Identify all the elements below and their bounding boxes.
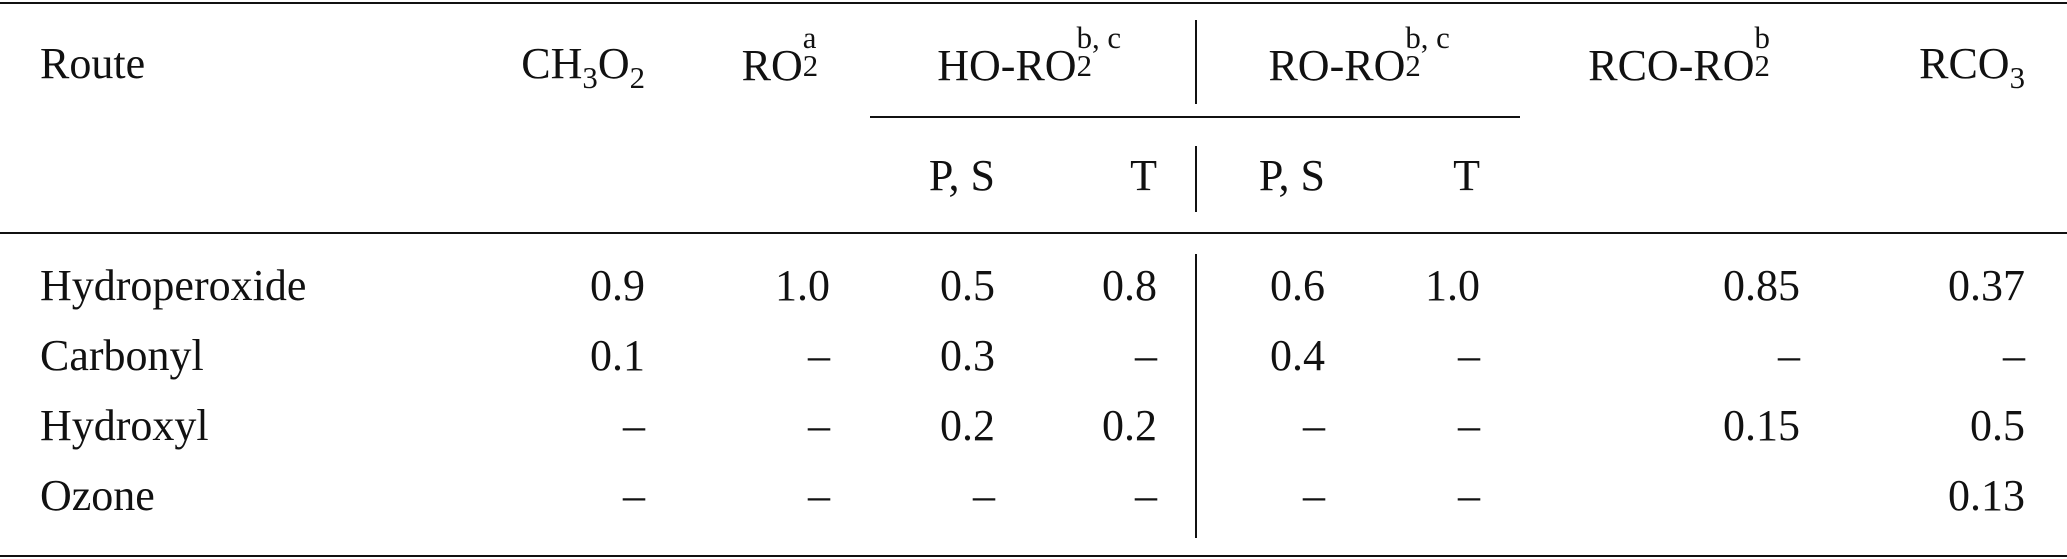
header-ro-ps: P, S bbox=[1258, 151, 1325, 200]
row-rco3-value: – bbox=[2003, 331, 2025, 380]
top-rule bbox=[0, 2, 2067, 4]
header-route: Route bbox=[40, 39, 146, 88]
row-ro-t-value: – bbox=[1458, 401, 1480, 450]
row-ro-ps-value: 0.4 bbox=[1270, 331, 1325, 380]
row-rco-ro2-value: 0.15 bbox=[1723, 401, 1800, 450]
row-route-label: Hydroxyl bbox=[40, 401, 209, 450]
header-ro-t: T bbox=[1453, 151, 1480, 200]
row-rco-ro2-value: 0.85 bbox=[1723, 261, 1800, 310]
row-ro2-value: – bbox=[808, 331, 830, 380]
row-rco3-value: 0.5 bbox=[1970, 401, 2025, 450]
header-bottom-rule bbox=[0, 232, 2067, 234]
vertical-divider-header-sub bbox=[1195, 146, 1197, 212]
row-ch3o2-value: 0.1 bbox=[590, 331, 645, 380]
header-rco-ro2: RCO-RO b 2 bbox=[1588, 21, 1770, 90]
row-ro-t-value: – bbox=[1458, 471, 1480, 520]
row-ro-ps-value: 0.6 bbox=[1270, 261, 1325, 310]
row-rco3-value: 0.37 bbox=[1948, 261, 2025, 310]
header-ho-t: T bbox=[1130, 151, 1157, 200]
row-ho-t-value: – bbox=[1135, 471, 1157, 520]
header-ro2: RO a 2 bbox=[741, 21, 819, 90]
bottom-rule bbox=[0, 555, 2067, 557]
row-ho-t-value: – bbox=[1135, 331, 1157, 380]
row-ro2-value: – bbox=[808, 471, 830, 520]
row-ho-ps-value: – bbox=[973, 471, 995, 520]
row-rco3-value: 0.13 bbox=[1948, 471, 2025, 520]
row-ch3o2-value: – bbox=[623, 401, 645, 450]
header-ch3o2: CH3O2 bbox=[521, 39, 645, 95]
row-ho-t-value: 0.8 bbox=[1102, 261, 1157, 310]
row-ho-ps-value: 0.5 bbox=[940, 261, 995, 310]
row-route-label: Hydroperoxide bbox=[40, 261, 307, 310]
row-route-label: Carbonyl bbox=[40, 331, 204, 380]
row-ho-ps-value: 0.2 bbox=[940, 401, 995, 450]
row-ho-ps-value: 0.3 bbox=[940, 331, 995, 380]
header-ho-ps: P, S bbox=[928, 151, 995, 200]
row-ro-ps-value: – bbox=[1303, 401, 1325, 450]
vertical-divider-header-top bbox=[1195, 20, 1197, 104]
row-ro2-value: 1.0 bbox=[775, 261, 830, 310]
row-ro-ps-value: – bbox=[1303, 471, 1325, 520]
row-rco-ro2-value: – bbox=[1778, 331, 1800, 380]
row-ro-t-value: – bbox=[1458, 331, 1480, 380]
row-ro2-value: – bbox=[808, 401, 830, 450]
row-ho-t-value: 0.2 bbox=[1102, 401, 1157, 450]
row-ch3o2-value: 0.9 bbox=[590, 261, 645, 310]
row-ro-t-value: 1.0 bbox=[1425, 261, 1480, 310]
header-rco3: RCO3 bbox=[1919, 39, 2025, 95]
header-group-rule bbox=[870, 116, 1520, 118]
vertical-divider-body bbox=[1195, 254, 1197, 538]
row-ch3o2-value: – bbox=[623, 471, 645, 520]
row-route-label: Ozone bbox=[40, 471, 155, 520]
